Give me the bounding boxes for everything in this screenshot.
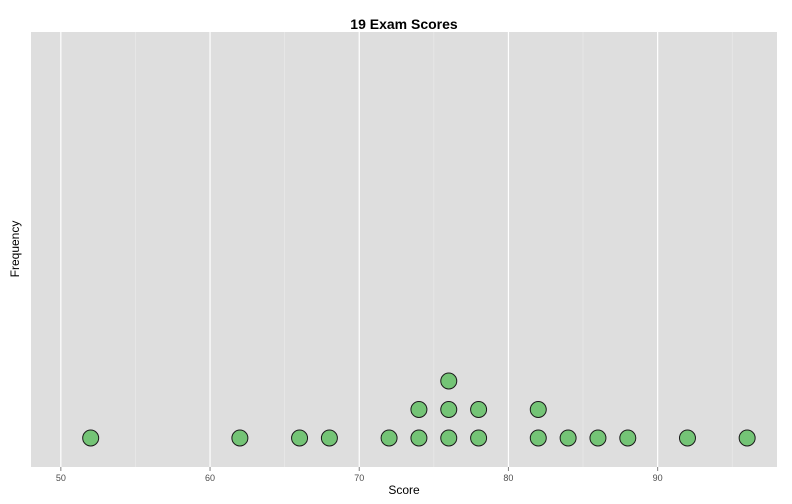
score-point	[470, 401, 488, 418]
plot-panel	[31, 32, 777, 467]
chart-title: 19 Exam Scores	[350, 16, 458, 32]
x-tick-label: 70	[354, 473, 364, 483]
score-point	[529, 429, 547, 447]
x-axis-tick-labels: 50 60 70 80 90	[56, 473, 663, 483]
score-point	[320, 429, 338, 447]
score-point	[410, 429, 428, 447]
score-point	[589, 429, 607, 447]
score-point	[231, 429, 249, 447]
minor-gridlines	[135, 32, 733, 467]
score-point	[619, 429, 637, 447]
score-point	[440, 429, 458, 447]
x-axis-ticks	[60, 467, 659, 471]
score-point	[738, 429, 756, 447]
x-tick-label: 50	[56, 473, 66, 483]
score-point	[559, 429, 577, 447]
score-point	[440, 372, 458, 390]
score-point	[380, 429, 398, 447]
score-point	[291, 429, 309, 447]
score-point	[82, 429, 100, 447]
x-tick-label: 80	[503, 473, 513, 483]
major-gridlines	[60, 32, 659, 467]
data-points	[82, 372, 756, 447]
score-point	[470, 429, 488, 447]
score-point	[678, 429, 696, 447]
y-axis-label: Frequency	[8, 221, 22, 278]
x-axis-label: Score	[388, 483, 420, 497]
x-tick-label: 60	[205, 473, 215, 483]
score-point	[529, 401, 547, 418]
x-tick-label: 90	[653, 473, 663, 483]
score-point	[440, 401, 458, 418]
score-point	[410, 401, 428, 418]
